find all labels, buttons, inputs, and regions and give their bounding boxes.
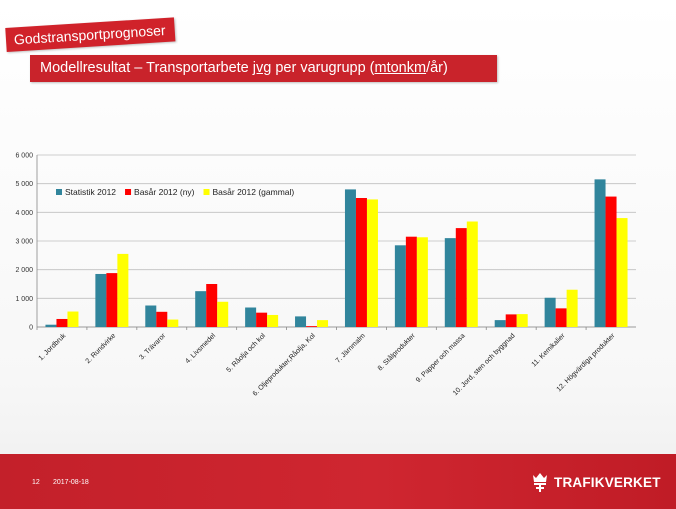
- category-label: 1. Jordbruk: [38, 332, 68, 362]
- bar: [544, 297, 556, 327]
- bar: [366, 199, 378, 327]
- category-label: 5. Råolja och kol: [225, 331, 268, 374]
- legend-label: Basår 2012 (gammal): [213, 187, 295, 197]
- legend-swatch: [125, 189, 132, 195]
- bar: [106, 273, 118, 327]
- bar: [555, 308, 567, 327]
- bar-chart: 0 1 000 2 000 3 000 4 000 5 000 6 000 1. Jordbr…: [15, 153, 636, 398]
- y-tick-label: 2 000: [15, 267, 33, 274]
- bar: [156, 311, 168, 327]
- bar: [416, 237, 428, 327]
- y-tick-label: 3 000: [15, 239, 33, 246]
- title-mid: per varugrupp (: [271, 60, 375, 76]
- bar: [67, 311, 79, 327]
- bar: [217, 301, 229, 327]
- footer-date: 2017-08-18: [53, 479, 89, 486]
- bar: [317, 320, 329, 327]
- bar: [605, 196, 617, 327]
- bar: [616, 218, 628, 327]
- title-post: /år): [426, 60, 448, 76]
- bar: [405, 236, 417, 327]
- bar: [394, 245, 406, 327]
- page-title: Modellresultat – Transportarbete jvg per…: [30, 55, 497, 82]
- bar: [516, 314, 528, 327]
- bar: [45, 324, 57, 327]
- page-number: 12: [32, 479, 40, 486]
- category-label: 7. Järnmalm: [335, 332, 367, 364]
- legend-swatch: [203, 189, 210, 195]
- legend-swatch: [56, 189, 62, 195]
- bar: [56, 318, 68, 327]
- brand-logo: TRAFIKVERKET: [530, 470, 661, 494]
- category-label: 3. Trävaror: [138, 332, 167, 361]
- y-tick-label: 0: [29, 325, 33, 332]
- y-tick-label: 5 000: [15, 181, 33, 188]
- title-jvg: jvg: [252, 60, 272, 76]
- category-label: 11. Kemikalier: [531, 332, 567, 368]
- bar: [95, 273, 107, 327]
- category-label: 8. Stålprodukter: [376, 331, 417, 372]
- bar: [455, 228, 467, 327]
- legend-label: Statistik 2012: [65, 187, 116, 197]
- bar: [466, 221, 478, 327]
- y-tick-label: 1 000: [15, 296, 33, 303]
- category-label: 2. Rundvirke: [85, 332, 118, 365]
- footer-bar: 12 2017-08-18 TRAFIKVERKET: [0, 454, 676, 509]
- bar: [494, 320, 506, 327]
- y-tick-label: 4 000: [15, 210, 33, 217]
- bar: [267, 314, 279, 327]
- bar: [167, 319, 179, 327]
- bar: [117, 253, 129, 327]
- category-label: 9. Papper och massa: [415, 332, 467, 384]
- y-tick-label: 6 000: [15, 153, 33, 160]
- legend-label: Basår 2012 (ny): [134, 187, 195, 197]
- category-label: 4. Livsmedel: [184, 332, 217, 365]
- bar: [355, 198, 367, 327]
- bar: [306, 326, 318, 327]
- bar: [566, 289, 578, 327]
- bar: [245, 307, 257, 327]
- bar: [344, 189, 356, 327]
- bar: [195, 291, 207, 327]
- crown-logo-icon: [533, 473, 547, 492]
- bar: [145, 305, 157, 327]
- bar: [444, 238, 456, 327]
- title-pre: Modellresultat – Transportarbete: [40, 60, 253, 76]
- bar: [256, 312, 268, 327]
- bar: [295, 316, 307, 327]
- title-unit: mtonkm: [374, 60, 427, 76]
- bar: [594, 179, 606, 327]
- bar: [206, 284, 218, 327]
- brand-name: TRAFIKVERKET: [554, 474, 661, 490]
- category-label: 12. Högvärdiga produkter: [556, 332, 617, 393]
- bar: [505, 314, 517, 327]
